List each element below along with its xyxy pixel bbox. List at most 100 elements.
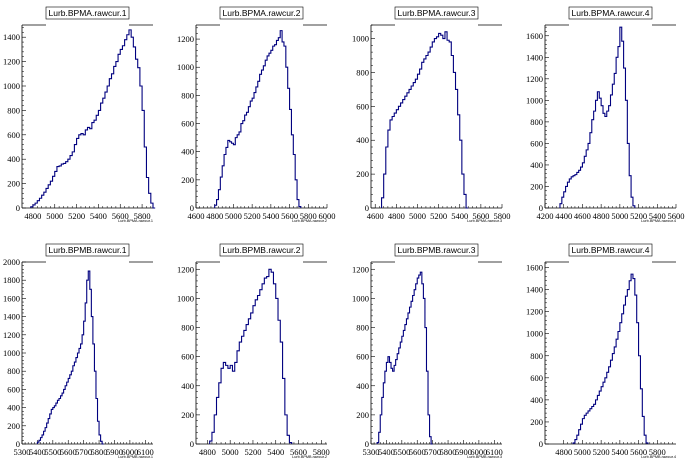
x-tick-label: 4600	[367, 211, 384, 221]
y-tick-label: 800	[530, 117, 543, 127]
chart-title: Lurb.BPMB.rawcur.4	[572, 245, 650, 255]
y-tick-label: 400	[7, 154, 20, 164]
x-tick-label: 5900	[455, 447, 472, 457]
histogram-line	[376, 271, 433, 445]
y-tick-label: 0	[539, 203, 543, 213]
y-tick-label: 1200	[3, 330, 20, 340]
x-tick-label: 5400	[267, 447, 284, 457]
y-tick-label: 1400	[526, 52, 543, 62]
y-tick-label: 1600	[3, 293, 20, 303]
x-tick-label: 6000	[470, 447, 487, 457]
x-tick-label: 4600	[188, 211, 205, 221]
histogram-panel-5: Lurb.BPMB.rawcur.1 0 200 400 600 800 1000 1200 1…	[3, 243, 154, 459]
histogram-line	[36, 270, 104, 445]
chart-title: Lurb.BPMB.rawcur.2	[223, 245, 301, 255]
y-tick-label: 400	[356, 135, 369, 145]
y-tick-label: 1800	[3, 275, 20, 285]
y-tick-label: 1600	[526, 31, 543, 41]
chart-title: Lurb.BPMA.rawcur.2	[223, 8, 301, 18]
y-tick-label: 200	[530, 181, 543, 191]
x-axis-label: Lurb.BPMB.rawcur.1	[118, 455, 153, 459]
y-tick-label: 200	[181, 410, 194, 420]
x-tick-label: 6100	[137, 447, 154, 457]
y-tick-label: 800	[7, 366, 20, 376]
x-tick-label: 4600	[574, 211, 591, 221]
x-tick-label: 5600	[472, 211, 489, 221]
y-tick-label: 2000	[3, 257, 20, 267]
histogram-line	[381, 31, 469, 209]
x-tick-label: 5400	[29, 447, 46, 457]
x-tick-label: 5600	[290, 447, 307, 457]
title-box	[394, 6, 479, 20]
x-tick-label: 5400	[451, 211, 468, 221]
x-axis-label: Lurb.BPMB.rawcur.2	[292, 455, 327, 459]
histogram-panel-3: Lurb.BPMA.rawcur.3 0 200 400 600 800 1000 4600 4…	[352, 6, 511, 223]
histogram-panel-8: Lurb.BPMB.rawcur.4 0 200 400 600 800 1000 1200 1…	[526, 243, 676, 459]
histogram-panel-6: Lurb.BPMB.rawcur.2 0 200 400 600 800 1000 1200 4…	[177, 243, 330, 459]
y-tick-label: 800	[181, 323, 194, 333]
y-tick-label: 200	[356, 169, 369, 179]
y-tick-label: 1400	[526, 285, 543, 295]
x-tick-label: 4800	[24, 211, 41, 221]
histogram-panel-1: Lurb.BPMA.rawcur.1 0 200 400 600 800 1000 1200 1…	[3, 6, 156, 223]
title-box	[219, 243, 304, 257]
x-tick-label: 5600	[281, 211, 298, 221]
x-tick-label: 5800	[313, 447, 330, 457]
x-tick-label: 5400	[378, 447, 395, 457]
histogram-line	[214, 30, 302, 208]
y-tick-label: 600	[181, 119, 194, 129]
x-tick-label: 4400	[555, 211, 572, 221]
x-tick-label: 5800	[91, 447, 108, 457]
x-tick-label: 4200	[537, 211, 554, 221]
y-tick-label: 200	[530, 417, 543, 427]
y-tick-label: 0	[190, 203, 194, 213]
y-tick-label: 200	[181, 175, 194, 185]
y-tick-label: 400	[181, 147, 194, 157]
title-box	[219, 6, 304, 20]
x-tick-label: 4800	[199, 447, 216, 457]
histogram-panel-7: Lurb.BPMB.rawcur.3 0 200 400 600 800 1000 1200 5…	[352, 243, 503, 459]
title-box	[394, 243, 479, 257]
y-tick-label: 1000	[3, 348, 20, 358]
title-box	[45, 243, 130, 257]
histogram-line	[559, 26, 636, 208]
x-axis-label: Lurb.BPMA.rawcur.2	[292, 219, 327, 223]
y-tick-label: 400	[530, 160, 543, 170]
x-tick-label: 5400	[649, 211, 666, 221]
x-tick-label: 4800	[388, 211, 405, 221]
x-tick-label: 5700	[75, 447, 92, 457]
chart-title: Lurb.BPMB.rawcur.3	[398, 245, 476, 255]
x-tick-label: 5600	[112, 211, 129, 221]
histogram-line	[572, 273, 649, 444]
x-tick-label: 6000	[121, 447, 138, 457]
y-tick-label: 0	[539, 439, 543, 449]
y-tick-label: 1000	[526, 95, 543, 105]
title-box	[568, 6, 653, 20]
y-tick-label: 200	[356, 410, 369, 420]
chart-title: Lurb.BPMA.rawcur.1	[49, 8, 127, 18]
x-tick-label: 5300	[363, 447, 380, 457]
y-tick-label: 600	[530, 373, 543, 383]
title-box	[568, 243, 653, 257]
y-tick-label: 600	[7, 384, 20, 394]
y-tick-label: 1200	[3, 57, 20, 67]
x-axis-label: Lurb.BPMB.rawcur.3	[467, 455, 502, 459]
y-tick-label: 800	[181, 90, 194, 100]
chart-title: Lurb.BPMA.rawcur.3	[398, 8, 476, 18]
title-box	[45, 6, 130, 20]
y-tick-label: 400	[356, 381, 369, 391]
x-tick-label: 5200	[630, 211, 647, 221]
y-tick-label: 0	[16, 203, 20, 213]
y-tick-label: 1000	[352, 34, 369, 44]
y-tick-label: 1000	[3, 81, 20, 91]
y-tick-label: 1600	[526, 263, 543, 273]
x-tick-label: 5200	[593, 447, 610, 457]
y-tick-label: 1000	[526, 329, 543, 339]
y-tick-label: 200	[7, 421, 20, 431]
x-tick-label: 5800	[494, 211, 511, 221]
histogram-line	[209, 268, 293, 444]
x-tick-label: 5000	[225, 211, 242, 221]
y-tick-label: 1400	[3, 312, 20, 322]
x-tick-label: 5200	[430, 211, 447, 221]
x-tick-label: 5000	[611, 211, 628, 221]
